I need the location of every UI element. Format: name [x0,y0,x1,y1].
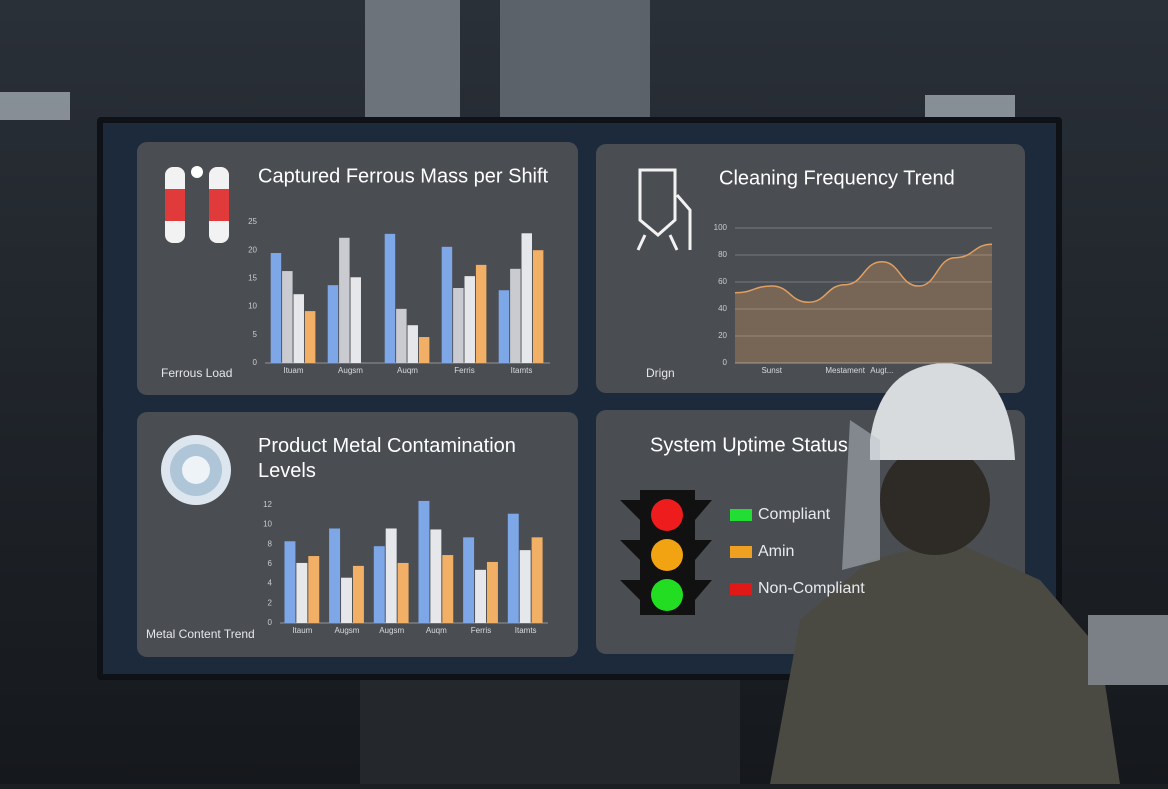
chart-caption: Metal Content Trend [146,627,255,641]
bar [531,537,543,623]
bar [352,565,364,623]
y-tick-label: 80 [718,250,727,259]
bar [270,253,282,363]
x-tick-label: Itamts [515,626,537,635]
y-tick-label: 8 [268,539,273,548]
y-tick-label: 25 [248,217,257,226]
y-tick-label: 12 [263,500,272,509]
bar [396,308,407,363]
legend-swatch [730,583,752,595]
bar [282,271,293,363]
y-tick-label: 40 [718,304,727,313]
panel [596,144,1025,393]
legend-swatch [730,546,752,558]
bar [308,556,320,623]
bar [430,529,442,623]
hopper-icon [636,168,692,251]
status-title: System Uptime Status [650,434,848,456]
bar [304,311,316,363]
chart-caption: Drign [646,366,675,380]
bar [464,276,475,363]
x-tick-label: Auqm [397,366,418,375]
bar [418,500,430,623]
bar [441,246,453,363]
chart-title: Cleaning Frequency Trend [719,167,955,189]
area [735,244,992,363]
stand [360,680,740,784]
traffic-light [620,490,712,615]
bar [475,264,487,363]
bar [373,546,385,623]
pipe [365,0,460,120]
bar [350,277,361,363]
bar [293,294,304,363]
bar [532,250,544,363]
bar [407,325,418,363]
y-tick-label: 5 [253,330,258,339]
legend-label: Compliant [758,506,831,523]
y-tick-label: 6 [268,559,273,568]
y-tick-label: 15 [248,274,257,283]
bar [475,569,487,623]
bar [284,541,296,623]
bar [486,561,498,623]
worker [770,363,1120,784]
x-tick-label: Ituam [283,366,303,375]
magnet-icon [165,166,229,243]
y-tick-label: 20 [248,245,257,254]
bar [453,287,464,363]
chart-caption: Ferrous Load [161,366,232,380]
x-tick-label: Itamts [511,366,533,375]
chart-title: Product Metal Contamination Levels [258,435,516,482]
x-tick-label: Augsm [379,626,404,635]
bar [442,555,454,623]
legend-label: Non-Compliant [758,580,865,597]
control-panel [1088,615,1168,685]
bar [418,337,430,363]
y-tick-label: 2 [268,598,273,607]
machine [500,0,650,118]
x-tick-label: Sunst [761,366,782,375]
bar [384,233,396,363]
y-tick-label: 0 [253,358,258,367]
y-tick-label: 10 [248,302,257,311]
x-tick-label: Itaum [292,626,312,635]
bar [397,562,409,623]
bar [519,550,531,623]
y-tick-label: 4 [268,579,273,588]
x-tick-label: Ferris [471,626,491,635]
x-tick-label: Augsm [335,626,360,635]
legend-swatch [730,509,752,521]
bar [341,577,353,623]
bar [329,528,341,623]
chart-title: Captured Ferrous Mass per Shift [258,165,549,187]
x-tick-label: Auqm [426,626,447,635]
x-tick-label: Augsm [338,366,363,375]
bar [463,537,475,623]
y-tick-label: 60 [718,277,727,286]
x-tick-label: Mestament [825,366,865,375]
line [734,243,993,304]
bar [327,285,339,363]
ceiling-light [0,92,70,120]
bar [521,233,532,363]
bar [510,268,521,363]
x-tick-label: Augt... [870,366,893,375]
y-tick-label: 20 [718,331,727,340]
y-tick-label: 10 [263,520,272,529]
bar [498,290,510,363]
y-tick-label: 100 [714,223,728,232]
particles-icon [161,435,231,505]
bar [339,237,350,363]
y-tick-label: 0 [268,618,273,627]
bar [296,562,308,623]
legend-label: Amin [758,543,794,560]
y-tick-label: 0 [723,358,728,367]
ceiling-light [925,95,1015,119]
bar [507,513,519,623]
bar [385,528,397,623]
x-tick-label: Ferris [454,366,474,375]
